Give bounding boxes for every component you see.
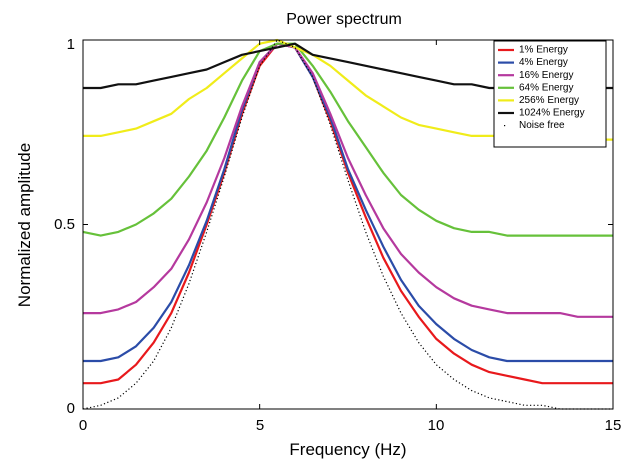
x-tick-label-2: 10 (428, 417, 445, 434)
legend-label-3: 64% Energy (519, 82, 573, 93)
x-tick-label-3: 15 (605, 417, 622, 434)
series-line-6 (82, 39, 613, 410)
y-tick-label-2: 1 (67, 36, 75, 53)
x-axis-label: Frequency (Hz) (289, 440, 406, 459)
series-line-3 (82, 42, 613, 237)
x-tick-label-1: 5 (256, 417, 264, 434)
chart-title: Power spectrum (286, 11, 402, 28)
legend-label-1: 4% Energy (519, 57, 568, 68)
legend-label-0: 1% Energy (519, 45, 568, 56)
series-line-2 (83, 42, 613, 318)
legend-label-5: 1024% Energy (519, 108, 585, 119)
ticks-layer (82, 39, 614, 410)
x-tick-label-0: 0 (79, 417, 87, 434)
legend-label-4: 256% Energy (519, 95, 579, 106)
series-line-1 (83, 42, 613, 363)
y-tick-label-1: 0.5 (54, 216, 75, 233)
series-line-0 (83, 42, 613, 385)
legend-label-2: 16% Energy (519, 70, 573, 81)
series-layer (82, 38, 613, 410)
y-axis-label: Normalized amplitude (15, 143, 34, 307)
y-tick-label-0: 0 (67, 400, 75, 417)
legend-label-6: Noise free (519, 120, 565, 131)
legend-box (493, 40, 607, 148)
